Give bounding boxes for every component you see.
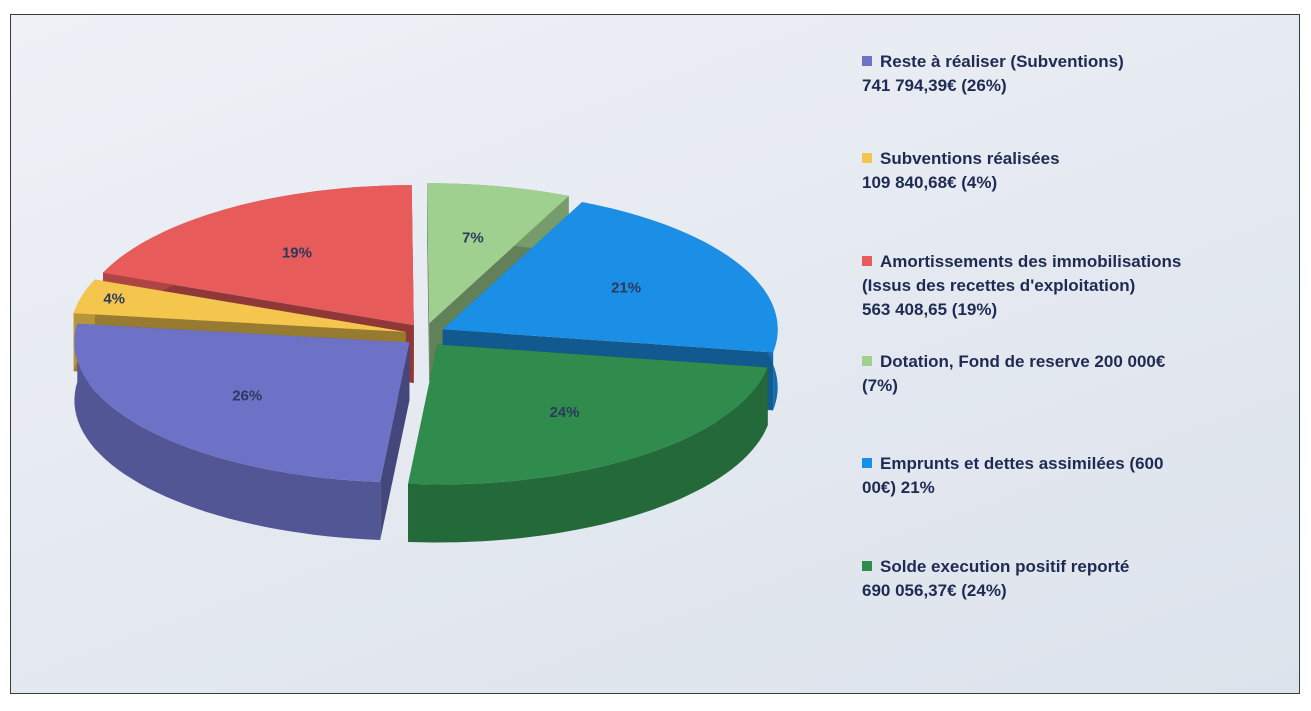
- slice-side: [408, 367, 768, 543]
- legend-swatch: [862, 56, 872, 66]
- data-label: 7%: [462, 229, 484, 246]
- slice: [74, 323, 410, 482]
- slice: [427, 183, 569, 324]
- legend-entry: Amortissements des immobilisations (Issu…: [862, 250, 1292, 322]
- legend-label: Subventions réalisées 109 840,68€ (4%): [862, 149, 1060, 192]
- legend-swatch: [862, 561, 872, 571]
- slice: [103, 185, 414, 326]
- legend-entry: Solde execution positif reporté 690 056,…: [862, 555, 1292, 603]
- data-label: 21%: [611, 280, 641, 297]
- legend-label: Amortissements des immobilisations (Issu…: [862, 252, 1182, 319]
- legend-swatch: [862, 356, 872, 366]
- legend-entry: Emprunts et dettes assimilées (600 00€) …: [862, 452, 1292, 500]
- slice: 26%: [74, 323, 410, 540]
- data-label: 24%: [549, 404, 579, 421]
- data-label: 19%: [282, 244, 312, 261]
- slice: 24%: [408, 344, 768, 543]
- legend-entry: Reste à réaliser (Subventions) 741 794,3…: [862, 50, 1292, 98]
- slice-side: [74, 323, 381, 540]
- legend-swatch: [862, 458, 872, 468]
- slice: [408, 344, 768, 485]
- slice: [442, 202, 778, 353]
- data-label: 26%: [232, 388, 262, 405]
- data-label: 4%: [103, 291, 125, 308]
- legend-label: Solde execution positif reporté 690 056,…: [862, 557, 1130, 600]
- slice: [73, 279, 406, 332]
- legend-label: Reste à réaliser (Subventions) 741 794,3…: [862, 52, 1124, 95]
- legend-label: Dotation, Fond de reserve 200 000€ (7%): [862, 352, 1166, 395]
- legend-swatch: [862, 153, 872, 163]
- legend-label: Emprunts et dettes assimilées (600 00€) …: [862, 454, 1164, 497]
- legend-entry: Dotation, Fond de reserve 200 000€ (7%): [862, 350, 1292, 398]
- legend-swatch: [862, 256, 872, 266]
- legend-entry: Subventions réalisées 109 840,68€ (4%): [862, 147, 1292, 195]
